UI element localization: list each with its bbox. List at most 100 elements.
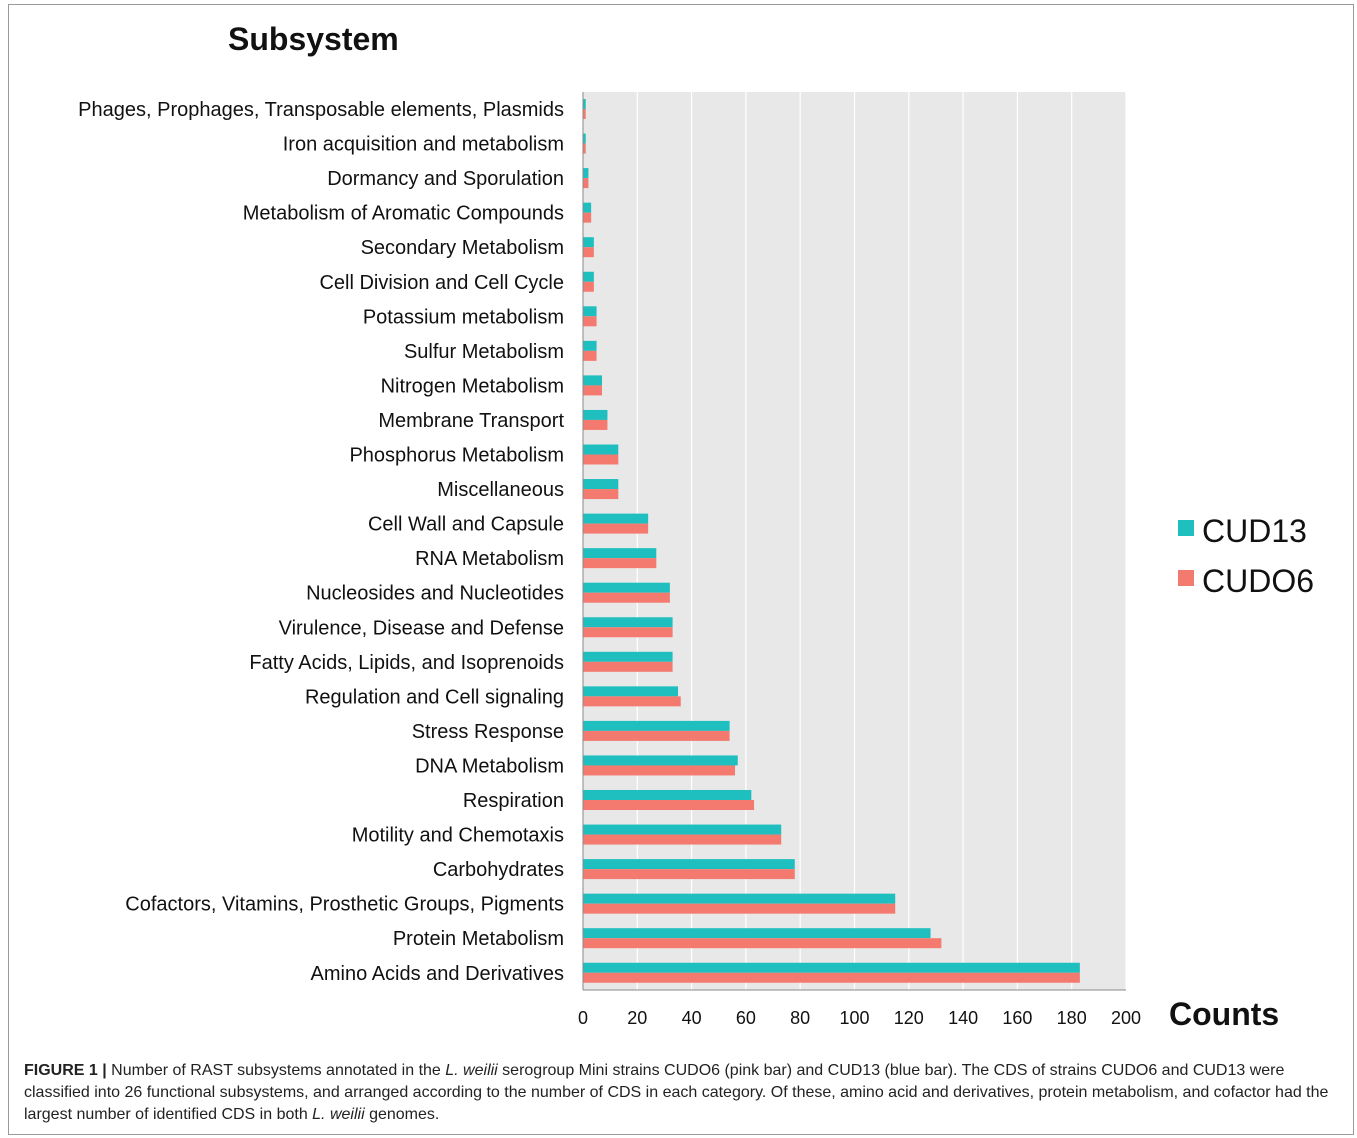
caption-italic-text: L. weilii: [312, 1106, 365, 1123]
bar-cud13: [583, 513, 649, 524]
bar-cudo6: [583, 109, 586, 119]
x-tick-label: 140: [948, 1008, 978, 1028]
x-tick-label: 0: [578, 1008, 588, 1028]
bar-cudo6: [583, 558, 657, 569]
bar-cudo6: [583, 592, 670, 603]
bar-cud13: [583, 271, 594, 282]
bar-cud13: [583, 409, 608, 420]
x-tick-label: 20: [627, 1008, 647, 1028]
category-label: Iron acquisition and metabolism: [283, 134, 564, 156]
bar-cud13: [583, 651, 673, 662]
bar-cud13: [583, 755, 738, 766]
bar-cudo6: [583, 419, 608, 430]
figure-label: FIGURE 1 |: [24, 1062, 107, 1079]
bar-cudo6: [583, 350, 597, 361]
category-label: Respiration: [463, 790, 564, 812]
bar-cud13: [583, 548, 657, 559]
legend-swatch-cud13: [1178, 520, 1194, 536]
bar-cudo6: [583, 489, 619, 500]
legend-label-cudo6: CUDO6: [1202, 563, 1314, 599]
bar-cudo6: [583, 903, 896, 914]
bar-cud13: [583, 893, 896, 904]
x-tick-label: 80: [790, 1008, 810, 1028]
category-label: Sulfur Metabolism: [404, 341, 564, 363]
caption-text: Number of RAST subsystems annotated in t…: [106, 1062, 446, 1079]
category-label: Carbohydrates: [433, 859, 564, 881]
category-label: Protein Metabolism: [393, 928, 564, 950]
bar-cud13: [583, 202, 592, 213]
bar-cud13: [583, 686, 679, 697]
bar-cudo6: [583, 281, 594, 292]
category-label: Metabolism of Aromatic Compounds: [243, 203, 564, 225]
category-label: Potassium metabolism: [363, 306, 564, 328]
bar-cudo6: [583, 696, 681, 707]
x-tick-label: 160: [1002, 1008, 1032, 1028]
bar-cud13: [583, 617, 673, 628]
bar-cudo6: [583, 454, 619, 465]
x-tick-label: 200: [1111, 1008, 1141, 1028]
bar-cudo6: [583, 143, 586, 154]
bar-cudo6: [583, 938, 942, 949]
bar-cud13: [583, 582, 670, 593]
bar-cudo6: [583, 869, 795, 880]
x-tick-label: 60: [736, 1008, 756, 1028]
category-label: Nucleosides and Nucleotides: [306, 583, 564, 605]
bar-cudo6: [583, 385, 603, 396]
legend-swatch-cudo6: [1178, 570, 1194, 586]
category-label: Secondary Metabolism: [361, 237, 564, 259]
x-tick-label: 120: [894, 1008, 924, 1028]
category-label: Nitrogen Metabolism: [381, 375, 564, 397]
bar-cud13: [583, 306, 597, 317]
bar-cudo6: [583, 316, 597, 327]
category-label: Regulation and Cell signaling: [305, 686, 564, 708]
category-label: Motility and Chemotaxis: [352, 825, 564, 847]
bar-cudo6: [583, 730, 730, 741]
category-label: Stress Response: [412, 721, 564, 743]
x-axis-title: Counts: [1169, 996, 1279, 1032]
bar-cud13: [583, 375, 603, 386]
category-label: DNA Metabolism: [415, 755, 564, 777]
category-label: RNA Metabolism: [415, 548, 564, 570]
category-label: Membrane Transport: [378, 410, 564, 432]
bar-cud13: [583, 168, 589, 179]
category-label: Virulence, Disease and Defense: [279, 617, 564, 639]
bar-cudo6: [583, 178, 589, 189]
bar-cud13: [583, 237, 594, 248]
bar-cud13: [583, 824, 782, 835]
bar-cudo6: [583, 247, 594, 258]
category-label: Phosphorus Metabolism: [349, 445, 564, 467]
caption-text: genomes.: [364, 1106, 440, 1123]
figure-caption: FIGURE 1 | Number of RAST subsystems ann…: [24, 1060, 1340, 1126]
legend-label-cud13: CUD13: [1202, 513, 1307, 549]
category-label: Amino Acids and Derivatives: [311, 963, 564, 985]
bar-cudo6: [583, 972, 1080, 983]
bar-cudo6: [583, 212, 592, 223]
bar-cudo6: [583, 800, 755, 810]
bar-cud13: [583, 479, 619, 490]
bar-cud13: [583, 444, 619, 455]
x-tick-label: 40: [682, 1008, 702, 1028]
category-label: Fatty Acids, Lipids, and Isoprenoids: [249, 652, 564, 674]
category-label: Cell Division and Cell Cycle: [319, 272, 564, 294]
bar-cud13: [583, 859, 795, 870]
category-label: Dormancy and Sporulation: [327, 168, 564, 190]
x-tick-label: 100: [839, 1008, 869, 1028]
category-label: Cofactors, Vitamins, Prosthetic Groups, …: [125, 894, 564, 916]
category-label: Cell Wall and Capsule: [368, 514, 564, 536]
bar-chart: Phages, Prophages, Transposable elements…: [78, 21, 1314, 1032]
bar-cudo6: [583, 523, 649, 534]
bar-cudo6: [583, 627, 673, 638]
bar-cud13: [583, 99, 586, 109]
bar-cud13: [583, 790, 752, 800]
bar-cud13: [583, 340, 597, 351]
bar-cudo6: [583, 834, 782, 845]
bar-cudo6: [583, 765, 736, 776]
bar-cud13: [583, 928, 931, 939]
chart-title: Subsystem: [228, 21, 399, 57]
x-tick-label: 180: [1057, 1008, 1087, 1028]
bar-cud13: [583, 133, 586, 144]
caption-italic-text: L. weilii: [445, 1062, 498, 1079]
category-label: Miscellaneous: [437, 479, 564, 501]
caption-text: serogroup Mini strains CUDO6 (pink bar) …: [24, 1062, 1329, 1123]
category-label: Phages, Prophages, Transposable elements…: [78, 99, 564, 121]
